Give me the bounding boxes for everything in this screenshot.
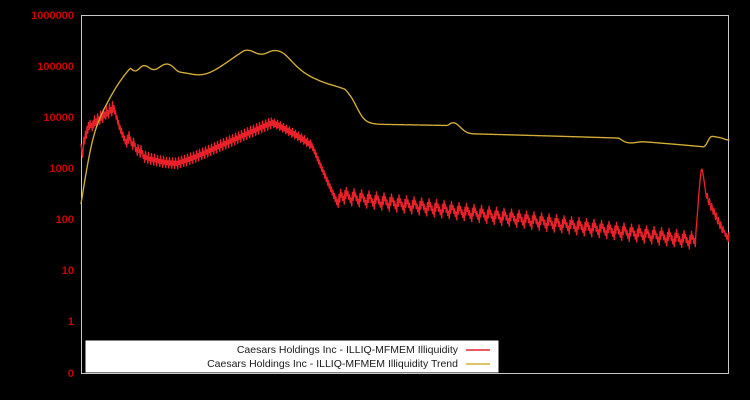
y-axis-tick-label: 0 bbox=[68, 368, 74, 380]
plot-frame bbox=[81, 15, 729, 374]
y-axis-tick-label: 1000 bbox=[50, 163, 74, 175]
y-axis-tick-label: 10 bbox=[62, 265, 74, 277]
legend-background bbox=[85, 340, 499, 373]
y-axis-tick-label: 1 bbox=[68, 316, 74, 328]
chart-legend[interactable]: Caesars Holdings Inc - ILLIQ-MFMEM Illiq… bbox=[85, 340, 499, 373]
data-series-group bbox=[80, 49, 730, 250]
series-line-illiquidity bbox=[80, 100, 730, 250]
y-axis-tick-label: 100000 bbox=[37, 61, 74, 73]
series-line-illiquidity-trend bbox=[80, 49, 730, 205]
y-axis-tick-label: 100 bbox=[56, 214, 74, 226]
legend-label: Caesars Holdings Inc - ILLIQ-MFMEM Illiq… bbox=[237, 344, 459, 356]
y-axis-tick-label: 1000000 bbox=[31, 10, 74, 22]
legend-label: Caesars Holdings Inc - ILLIQ-MFMEM Illiq… bbox=[207, 358, 458, 370]
y-axis-tick-label: 10000 bbox=[43, 112, 74, 124]
